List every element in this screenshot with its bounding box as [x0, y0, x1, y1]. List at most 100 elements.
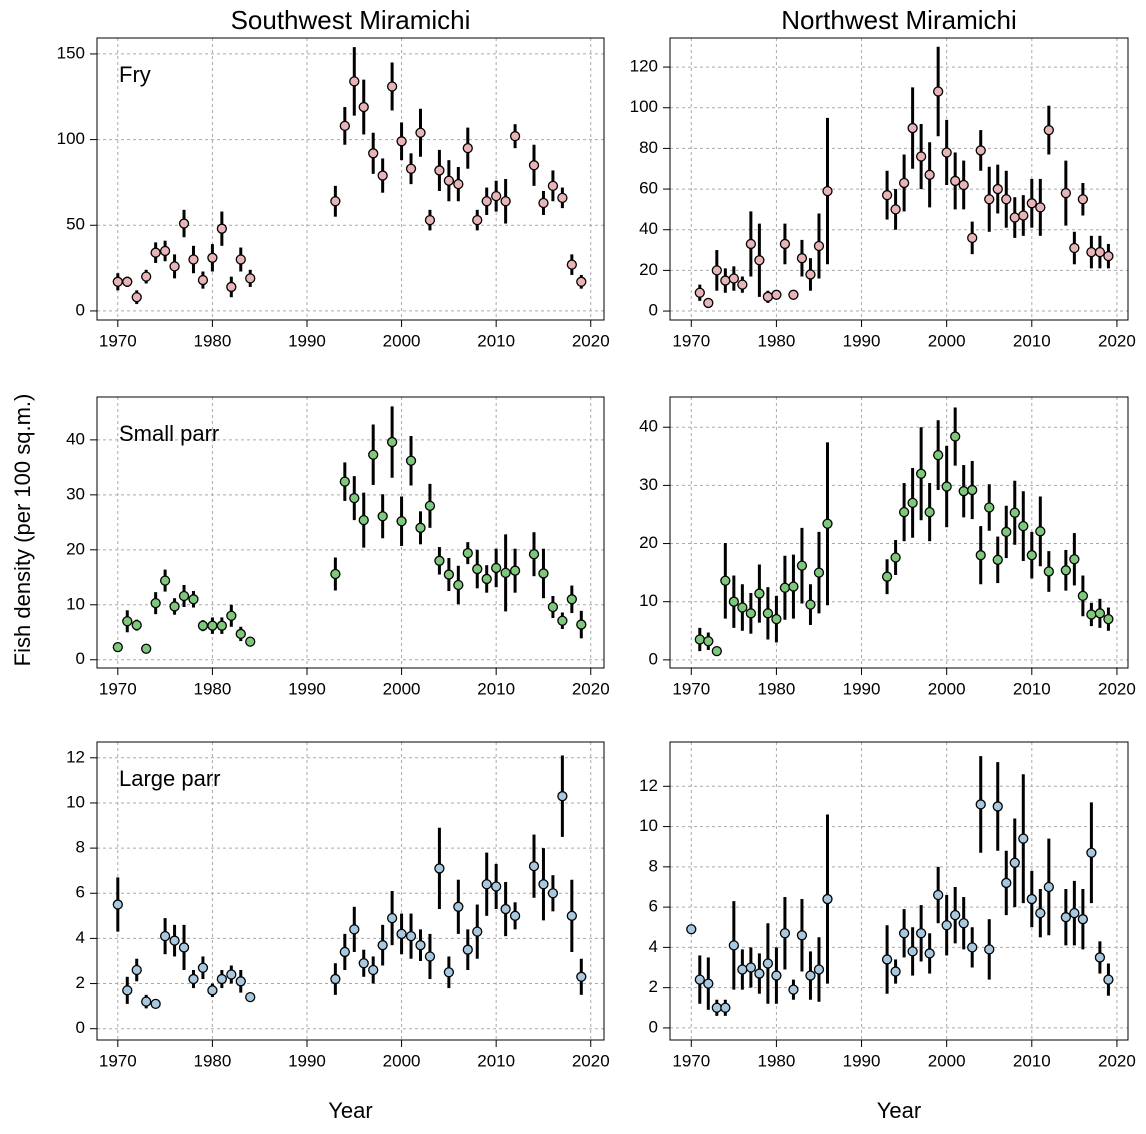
point [226, 610, 237, 621]
point [415, 940, 426, 951]
plot-frame [96, 396, 605, 669]
point [796, 930, 808, 941]
point [1094, 608, 1106, 619]
point [933, 889, 944, 901]
point [1001, 194, 1012, 205]
x-axis-label: Year [877, 1098, 921, 1123]
x-tick-label: 1980 [193, 679, 231, 698]
point [339, 120, 350, 132]
point [754, 255, 765, 266]
point [737, 279, 748, 290]
point [472, 214, 483, 226]
point [950, 910, 961, 921]
point [500, 903, 511, 915]
point [330, 973, 341, 985]
point [950, 431, 961, 442]
y-tick-label: 6 [649, 897, 658, 916]
x-tick-label: 2010 [477, 331, 515, 350]
point [500, 567, 511, 579]
point [984, 502, 995, 513]
point [358, 101, 369, 113]
point [1094, 952, 1106, 963]
panel-label: Large parr [119, 766, 221, 791]
point [557, 615, 568, 626]
point [453, 579, 464, 591]
point [207, 985, 218, 996]
y-tick-label: 50 [66, 215, 85, 234]
point [547, 601, 559, 613]
y-tick-label: 4 [76, 928, 85, 947]
point [472, 563, 483, 575]
point [813, 240, 825, 252]
point [703, 636, 714, 647]
x-tick-label: 2020 [572, 1051, 610, 1070]
plot-frame [669, 741, 1129, 1041]
x-tick-label: 2000 [928, 1051, 966, 1070]
point [933, 86, 944, 97]
y-tick-label: 10 [639, 816, 658, 835]
point [924, 169, 935, 180]
point [141, 271, 152, 282]
y-tick-label: 0 [649, 649, 658, 668]
point [805, 599, 816, 610]
point [245, 636, 256, 647]
point [771, 970, 782, 981]
point [443, 175, 455, 186]
point [728, 596, 739, 607]
point [405, 931, 417, 942]
plot-frame [96, 37, 605, 321]
point [377, 170, 388, 181]
point [207, 252, 218, 263]
x-tick-label: 2020 [572, 679, 610, 698]
point [1035, 907, 1046, 919]
point [566, 594, 577, 605]
point [745, 238, 757, 250]
point [1043, 124, 1054, 136]
point [1035, 526, 1046, 537]
point [745, 962, 757, 973]
point [686, 924, 697, 935]
y-tick-label: 2 [76, 973, 85, 992]
point [424, 500, 436, 511]
point [1103, 974, 1114, 985]
x-tick-label: 2010 [477, 1051, 515, 1070]
point [958, 179, 969, 191]
point [453, 901, 464, 912]
point [122, 276, 133, 287]
x-tick-label: 2020 [1098, 1051, 1136, 1070]
point [1001, 877, 1012, 889]
x-tick-label: 1990 [843, 679, 881, 698]
point [745, 608, 757, 619]
point [207, 620, 218, 631]
point [975, 799, 986, 810]
point [188, 973, 199, 985]
x-tick-label: 1980 [193, 331, 231, 350]
point [405, 455, 417, 466]
point [822, 185, 833, 197]
x-tick-label: 1980 [757, 1051, 795, 1070]
point [235, 254, 246, 265]
x-tick-label: 2000 [928, 679, 966, 698]
point [992, 183, 1003, 195]
point [453, 178, 464, 190]
x-tick-label: 1990 [288, 331, 326, 350]
point [762, 291, 774, 302]
point [122, 616, 133, 627]
point [226, 281, 237, 293]
point [950, 175, 961, 187]
point [907, 122, 918, 134]
y-tick-label: 120 [630, 57, 658, 76]
point [728, 940, 739, 951]
point [481, 196, 492, 207]
point [890, 966, 901, 977]
point [491, 190, 502, 202]
point [720, 575, 731, 586]
point [984, 194, 995, 205]
point [703, 978, 714, 989]
point [576, 971, 587, 982]
point [434, 555, 445, 566]
point [703, 297, 714, 309]
point [1009, 857, 1020, 868]
point [169, 935, 180, 946]
